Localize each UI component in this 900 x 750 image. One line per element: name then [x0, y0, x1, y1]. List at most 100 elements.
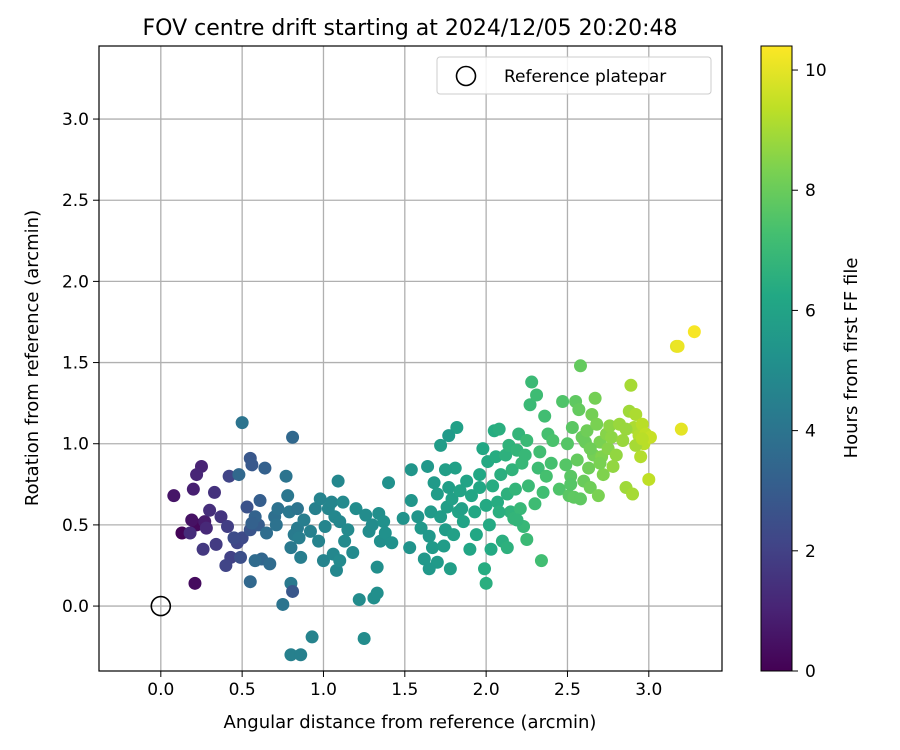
- data-point: [269, 518, 283, 532]
- data-point: [460, 474, 474, 488]
- data-point: [473, 468, 487, 482]
- data-point: [308, 502, 322, 516]
- data-point: [603, 419, 617, 433]
- data-point: [185, 513, 199, 527]
- data-point: [286, 584, 300, 598]
- data-point: [469, 528, 483, 542]
- data-point: [456, 515, 470, 529]
- data-point: [263, 557, 277, 571]
- data-point: [572, 403, 586, 417]
- data-point: [478, 562, 492, 576]
- data-point: [281, 489, 295, 503]
- data-point: [528, 497, 542, 511]
- data-point: [588, 391, 602, 405]
- data-point: [430, 487, 444, 501]
- data-point: [258, 461, 272, 475]
- data-point: [455, 502, 469, 516]
- data-point: [284, 541, 298, 555]
- x-tick-label: 2.5: [554, 680, 581, 700]
- colorbar-tick-label: 0: [805, 662, 816, 682]
- data-point: [448, 461, 462, 475]
- data-point: [422, 562, 436, 576]
- data-point: [385, 536, 399, 550]
- data-point: [593, 456, 607, 470]
- data-point: [634, 450, 648, 464]
- data-point: [352, 593, 366, 607]
- data-point: [447, 528, 461, 542]
- data-point: [284, 648, 298, 662]
- x-axis-ticks: 0.0 0.5 1.0 1.5 2.0 2.5 3.0: [147, 671, 662, 700]
- data-point: [489, 450, 503, 464]
- data-point: [365, 518, 379, 532]
- data-point: [245, 516, 259, 530]
- data-point: [604, 430, 618, 444]
- data-point: [492, 505, 506, 519]
- data-point: [468, 505, 482, 519]
- data-point: [530, 388, 544, 402]
- data-point: [523, 398, 537, 412]
- data-point: [479, 576, 493, 590]
- data-point: [570, 453, 584, 467]
- data-point: [312, 534, 326, 548]
- data-point: [492, 422, 506, 436]
- data-point: [510, 513, 524, 527]
- data-point: [590, 417, 604, 431]
- data-point: [546, 433, 560, 447]
- data-point: [434, 510, 448, 524]
- data-point: [243, 575, 257, 589]
- data-point: [674, 422, 688, 436]
- colorbar-tick-label: 8: [805, 181, 816, 201]
- y-axis-ticks: 0.0 0.5 1.0 1.5 2.0 2.5 3.0: [62, 110, 99, 617]
- data-point: [434, 438, 448, 452]
- data-point: [513, 502, 527, 516]
- y-axis-label: Rotation from reference (arcmin): [22, 210, 43, 506]
- data-point: [442, 429, 456, 443]
- data-point: [227, 531, 241, 545]
- legend-box: [436, 56, 712, 95]
- data-point: [341, 523, 355, 537]
- x-tick-label: 2.0: [473, 680, 500, 700]
- legend-label: Reference platepar: [504, 67, 666, 87]
- data-point: [305, 630, 319, 644]
- data-point: [411, 510, 425, 524]
- data-point: [596, 468, 610, 482]
- x-axis-label: Angular distance from reference (arcmin): [224, 712, 597, 733]
- data-point: [573, 492, 587, 506]
- data-point: [370, 586, 384, 600]
- data-point: [525, 375, 539, 389]
- data-point: [425, 541, 439, 555]
- data-point: [214, 510, 228, 524]
- data-point: [521, 479, 535, 493]
- data-point: [437, 539, 451, 553]
- data-point: [443, 562, 457, 576]
- data-point: [606, 459, 620, 473]
- data-point: [464, 489, 478, 503]
- data-point: [559, 458, 573, 472]
- data-point: [573, 359, 587, 373]
- colorbar-label: Hours from first FF file: [841, 258, 862, 459]
- data-point: [642, 472, 656, 486]
- data-point: [520, 533, 534, 547]
- data-point: [671, 339, 685, 353]
- x-tick-label: 1.0: [310, 680, 337, 700]
- data-point: [222, 469, 236, 483]
- y-tick-label: 2.0: [62, 272, 89, 292]
- data-point: [635, 432, 649, 446]
- data-point: [609, 448, 623, 462]
- data-point: [294, 550, 308, 564]
- data-point: [486, 479, 500, 493]
- data-point: [583, 481, 597, 495]
- data-point: [531, 461, 545, 475]
- data-point: [370, 560, 384, 574]
- y-tick-label: 2.5: [62, 191, 89, 211]
- x-tick-label: 0.5: [229, 680, 256, 700]
- data-point: [442, 481, 456, 495]
- grid-lines: [99, 46, 722, 671]
- data-point: [279, 469, 293, 483]
- data-point: [424, 505, 438, 519]
- data-point: [396, 511, 410, 525]
- data-point: [539, 469, 553, 483]
- data-point: [556, 395, 570, 409]
- colorbar: [760, 45, 793, 672]
